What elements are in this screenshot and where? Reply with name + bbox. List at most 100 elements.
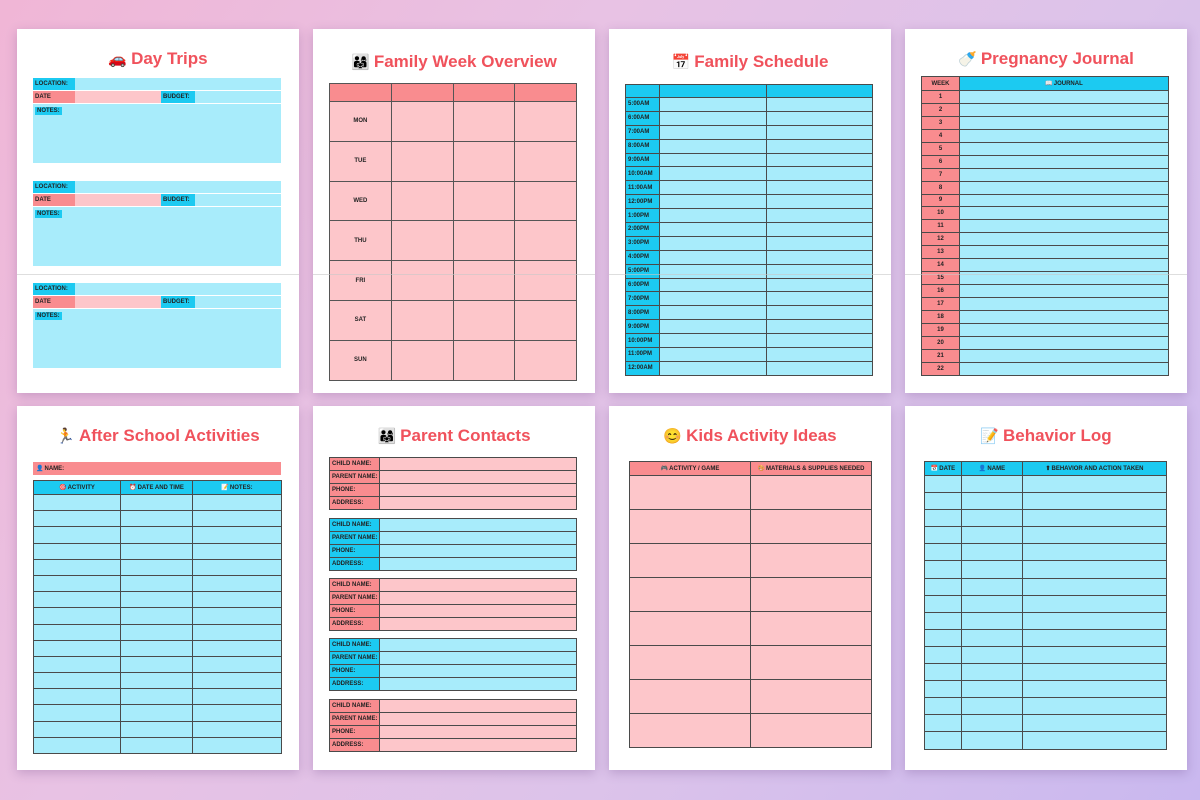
day-row[interactable]: TUE bbox=[329, 140, 577, 182]
activity-row[interactable] bbox=[33, 526, 282, 544]
date-budget-row[interactable]: DATE BUDGET: bbox=[33, 91, 281, 104]
log-row[interactable] bbox=[924, 611, 1167, 630]
week-row[interactable]: 10 bbox=[921, 206, 1169, 221]
date-budget-row[interactable]: DATE BUDGET: bbox=[33, 194, 281, 207]
idea-row[interactable] bbox=[629, 645, 872, 680]
time-row[interactable]: 1:00PM bbox=[625, 208, 873, 224]
notes-area[interactable]: NOTES: bbox=[33, 309, 281, 368]
time-row[interactable]: 5:00PM bbox=[625, 263, 873, 279]
time-row[interactable]: 7:00PM bbox=[625, 291, 873, 307]
contact-field-row[interactable]: ADDRESS: bbox=[329, 496, 577, 510]
activity-row[interactable] bbox=[33, 688, 282, 706]
week-row[interactable]: 2 bbox=[921, 102, 1169, 117]
day-row[interactable]: SUN bbox=[329, 339, 577, 381]
time-row[interactable]: 6:00PM bbox=[625, 277, 873, 293]
week-row[interactable]: 21 bbox=[921, 348, 1169, 363]
week-row[interactable]: 16 bbox=[921, 284, 1169, 298]
activity-row[interactable] bbox=[33, 510, 282, 528]
time-row[interactable]: 11:00PM bbox=[625, 347, 873, 362]
week-row[interactable]: 22 bbox=[921, 361, 1169, 376]
idea-row[interactable] bbox=[629, 577, 872, 612]
contact-field-row[interactable]: PHONE: bbox=[329, 483, 577, 497]
log-row[interactable] bbox=[924, 594, 1167, 613]
log-row[interactable] bbox=[924, 526, 1167, 545]
log-row[interactable] bbox=[924, 731, 1167, 750]
week-row[interactable]: 3 bbox=[921, 115, 1169, 130]
contact-field-row[interactable]: CHILD NAME: bbox=[329, 457, 577, 471]
time-row[interactable]: 4:00PM bbox=[625, 249, 873, 265]
contact-field-row[interactable]: CHILD NAME: bbox=[329, 518, 577, 532]
time-row[interactable]: 3:00PM bbox=[625, 235, 873, 251]
time-row[interactable]: 10:00AM bbox=[625, 166, 873, 182]
activity-row[interactable] bbox=[33, 639, 282, 657]
activity-row[interactable] bbox=[33, 704, 282, 722]
time-row[interactable]: 7:00AM bbox=[625, 124, 873, 140]
activity-row[interactable] bbox=[33, 623, 282, 641]
idea-row[interactable] bbox=[629, 509, 872, 544]
week-row[interactable]: 6 bbox=[921, 154, 1169, 169]
activity-row[interactable] bbox=[33, 720, 282, 738]
contact-field-row[interactable]: ADDRESS: bbox=[329, 617, 577, 631]
week-row[interactable]: 5 bbox=[921, 141, 1169, 156]
contact-field-row[interactable]: PHONE: bbox=[329, 604, 577, 618]
time-row[interactable]: 8:00AM bbox=[625, 138, 873, 154]
contact-field-row[interactable]: CHILD NAME: bbox=[329, 578, 577, 592]
idea-row[interactable] bbox=[629, 679, 872, 714]
time-row[interactable]: 12:00PM bbox=[625, 194, 873, 210]
contact-field-row[interactable]: PHONE: bbox=[329, 544, 577, 558]
time-row[interactable]: 9:00PM bbox=[625, 319, 873, 335]
contact-field-row[interactable]: PARENT NAME: bbox=[329, 712, 577, 726]
week-row[interactable]: 11 bbox=[921, 219, 1169, 234]
day-row[interactable]: THU bbox=[329, 220, 577, 262]
activity-row[interactable] bbox=[33, 493, 282, 512]
idea-row[interactable] bbox=[629, 475, 872, 510]
time-row[interactable]: 12:00AM bbox=[625, 360, 873, 376]
time-row[interactable]: 10:00PM bbox=[625, 333, 873, 349]
contact-field-row[interactable]: ADDRESS: bbox=[329, 738, 577, 752]
activity-row[interactable] bbox=[33, 607, 282, 625]
idea-row[interactable] bbox=[629, 543, 872, 578]
contact-field-row[interactable]: CHILD NAME: bbox=[329, 699, 577, 713]
time-row[interactable]: 6:00AM bbox=[625, 110, 873, 126]
contact-field-row[interactable]: ADDRESS: bbox=[329, 677, 577, 691]
activity-row[interactable] bbox=[33, 736, 282, 755]
week-row[interactable]: 13 bbox=[921, 245, 1169, 260]
day-row[interactable]: WED bbox=[329, 180, 577, 222]
log-row[interactable] bbox=[924, 474, 1167, 494]
time-row[interactable]: 2:00PM bbox=[625, 222, 873, 237]
week-row[interactable]: 19 bbox=[921, 322, 1169, 337]
week-row[interactable]: 12 bbox=[921, 232, 1169, 247]
log-row[interactable] bbox=[924, 560, 1167, 579]
day-row[interactable]: SAT bbox=[329, 299, 577, 341]
activity-row[interactable] bbox=[33, 558, 282, 576]
log-row[interactable] bbox=[924, 680, 1167, 699]
week-row[interactable]: 7 bbox=[921, 167, 1169, 182]
log-row[interactable] bbox=[924, 663, 1167, 682]
location-row[interactable]: LOCATION: bbox=[33, 181, 281, 194]
contact-field-row[interactable]: PARENT NAME: bbox=[329, 591, 577, 605]
time-row[interactable]: 11:00AM bbox=[625, 180, 873, 196]
contact-field-row[interactable]: ADDRESS: bbox=[329, 557, 577, 571]
activity-row[interactable] bbox=[33, 574, 282, 593]
week-row[interactable]: 4 bbox=[921, 128, 1169, 143]
log-row[interactable] bbox=[924, 509, 1167, 528]
contact-field-row[interactable]: PARENT NAME: bbox=[329, 531, 577, 545]
name-row[interactable]: 👤NAME: bbox=[33, 462, 281, 475]
contact-field-row[interactable]: PHONE: bbox=[329, 664, 577, 678]
notes-area[interactable]: NOTES: bbox=[33, 207, 281, 266]
log-row[interactable] bbox=[924, 492, 1167, 511]
day-row[interactable]: MON bbox=[329, 101, 577, 142]
activity-row[interactable] bbox=[33, 655, 282, 674]
log-row[interactable] bbox=[924, 714, 1167, 733]
contact-field-row[interactable]: PHONE: bbox=[329, 725, 577, 739]
log-row[interactable] bbox=[924, 577, 1167, 596]
week-row[interactable]: 8 bbox=[921, 180, 1169, 195]
location-row[interactable]: LOCATION: bbox=[33, 78, 281, 91]
time-row[interactable]: 8:00PM bbox=[625, 305, 873, 321]
time-row[interactable]: 9:00AM bbox=[625, 152, 873, 168]
idea-row[interactable] bbox=[629, 713, 872, 748]
notes-area[interactable]: NOTES: bbox=[33, 104, 281, 163]
contact-field-row[interactable]: CHILD NAME: bbox=[329, 638, 577, 652]
week-row[interactable]: 14 bbox=[921, 258, 1169, 273]
week-row[interactable]: 9 bbox=[921, 193, 1169, 208]
